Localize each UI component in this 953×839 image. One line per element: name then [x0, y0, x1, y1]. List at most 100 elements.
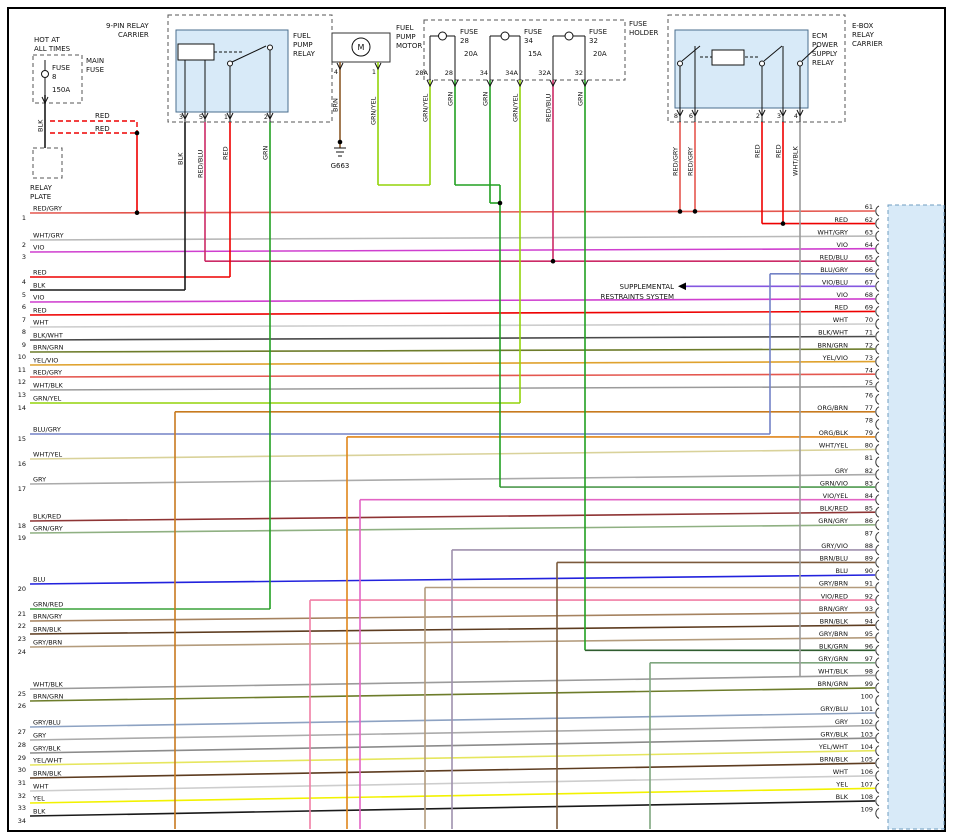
wire-color-label: GRN — [482, 91, 490, 106]
component-label: 32 — [589, 37, 598, 45]
connector-socket-arc — [875, 745, 880, 757]
component-label: ALL TIMES — [34, 45, 71, 53]
left-pin-label: WHT/YEL — [33, 451, 63, 459]
component-label: M — [358, 43, 365, 52]
connector-socket-arc — [875, 632, 880, 644]
component-label: FUSE — [629, 20, 647, 28]
connector-socket-arc — [875, 494, 880, 506]
fuse-holder-box — [423, 19, 626, 81]
left-pin-number: 25 — [18, 690, 26, 698]
component-pin-number: 4 — [794, 112, 798, 120]
component-pin-number: 3 — [179, 113, 183, 121]
component-pin-number: 32A — [538, 69, 551, 77]
component-pin-number: 4 — [334, 68, 338, 76]
right-pin-number: 61 — [865, 203, 873, 211]
left-pin-label: BLU/GRY — [33, 426, 61, 434]
right-pin-number: 71 — [865, 329, 873, 337]
left-pin-number: 28 — [18, 741, 26, 749]
symbol-circle — [438, 31, 447, 41]
connector-socket-arc — [875, 469, 880, 481]
symbol-line — [681, 45, 701, 62]
relay-plate-box — [32, 147, 63, 179]
right-pin-number: 87 — [865, 530, 873, 538]
left-pin-label: BLK — [33, 808, 46, 816]
connector-socket-arc — [875, 431, 880, 443]
left-pin-number: 17 — [18, 485, 26, 493]
component-label: E-BOX — [852, 22, 873, 30]
wire-color-label: RED — [222, 146, 230, 160]
relay-coil-symbol — [711, 49, 745, 66]
wire-BLK-RED — [29, 511, 876, 522]
connector-socket-arc — [875, 644, 880, 656]
right-pin-label: BRN/GRY — [819, 605, 848, 613]
connector-socket-arc — [875, 293, 880, 305]
right-pin-label: WHT/YEL — [819, 442, 849, 450]
connector-socket-arc — [875, 757, 880, 769]
right-pin-number: 88 — [865, 542, 873, 550]
connector-socket-arc — [875, 331, 880, 342]
right-pin-number: 105 — [861, 755, 873, 763]
right-pin-number: 102 — [861, 718, 873, 726]
right-pin-label: ORG/BLK — [819, 429, 849, 437]
connector-socket-arc — [875, 707, 880, 719]
right-pin-number: 79 — [865, 429, 873, 437]
left-pin-label: BRN/GRN — [33, 344, 64, 352]
right-pin-number: 66 — [865, 266, 873, 274]
right-pin-number: 80 — [865, 442, 873, 450]
right-pin-label: BRN/GRN — [818, 341, 849, 349]
nine-pin-relay-carrier-box — [167, 14, 333, 123]
left-pin-label: WHT/GRY — [33, 232, 64, 240]
wire-color-label: GRN/YEL — [512, 93, 520, 122]
wire-color-label: BLK — [37, 119, 45, 132]
wire-dashed-RED — [50, 120, 138, 133]
connector-socket-arc — [875, 657, 880, 669]
symbol-line — [763, 45, 783, 62]
component-label: 20A — [464, 50, 478, 58]
component-pin-number: 2 — [264, 113, 268, 121]
right-pin-label: GRY — [835, 467, 848, 475]
component-pin-number: 6 — [689, 112, 693, 120]
right-pin-number: 96 — [865, 643, 873, 651]
component-label: PLATE — [30, 193, 51, 201]
wire-color-label: RED/GRY — [687, 147, 695, 176]
right-pin-label: VIO/BLU — [822, 279, 848, 287]
right-pin-number: 109 — [861, 806, 873, 814]
component-pin-number: 28A — [415, 69, 428, 77]
left-pin-label: YEL/WHT — [32, 757, 62, 765]
right-pin-label: BLK — [836, 793, 849, 801]
right-pin-label: BLK/GRN — [819, 643, 848, 651]
connector-socket-arc — [875, 456, 880, 468]
connector-socket-arc — [875, 506, 880, 518]
left-pin-number: 24 — [18, 648, 26, 656]
connector-socket-arc — [875, 682, 880, 694]
pin-arrow-icon — [779, 109, 787, 118]
component-label: MOTOR — [396, 42, 422, 50]
component-label: RELAY — [30, 184, 53, 192]
junction-dot — [780, 221, 786, 226]
right-pin-number: 90 — [865, 567, 873, 575]
component-label: FUSE — [524, 28, 542, 36]
left-pin-label: GRN/RED — [33, 601, 63, 609]
component-pin-number: 1 — [224, 113, 228, 121]
pin-arrow-icon — [426, 79, 434, 88]
left-pin-label: GRY/BRN — [33, 639, 62, 647]
right-pin-number: 68 — [865, 291, 873, 299]
right-pin-number: 69 — [865, 304, 873, 312]
connector-socket-arc — [875, 218, 880, 230]
left-pin-number: 31 — [18, 779, 26, 787]
right-pin-label: BRN/BLU — [819, 555, 848, 563]
left-pin-number: 14 — [18, 404, 26, 412]
left-pin-number: 4 — [22, 278, 26, 286]
component-label: 20A — [593, 50, 607, 58]
connector-socket-arc — [875, 243, 880, 255]
left-pin-number: 23 — [18, 635, 26, 643]
left-pin-number: 11 — [18, 366, 26, 374]
right-pin-number: 92 — [865, 592, 873, 600]
right-connector-box — [887, 204, 945, 830]
right-pin-number: 62 — [865, 216, 873, 224]
left-pin-label: BRN/GRY — [33, 613, 62, 621]
left-pin-label: WHT/BLK — [33, 681, 64, 689]
component-pin-number: 32 — [575, 69, 583, 77]
right-pin-number: 77 — [865, 404, 873, 412]
right-pin-number: 82 — [865, 467, 873, 475]
